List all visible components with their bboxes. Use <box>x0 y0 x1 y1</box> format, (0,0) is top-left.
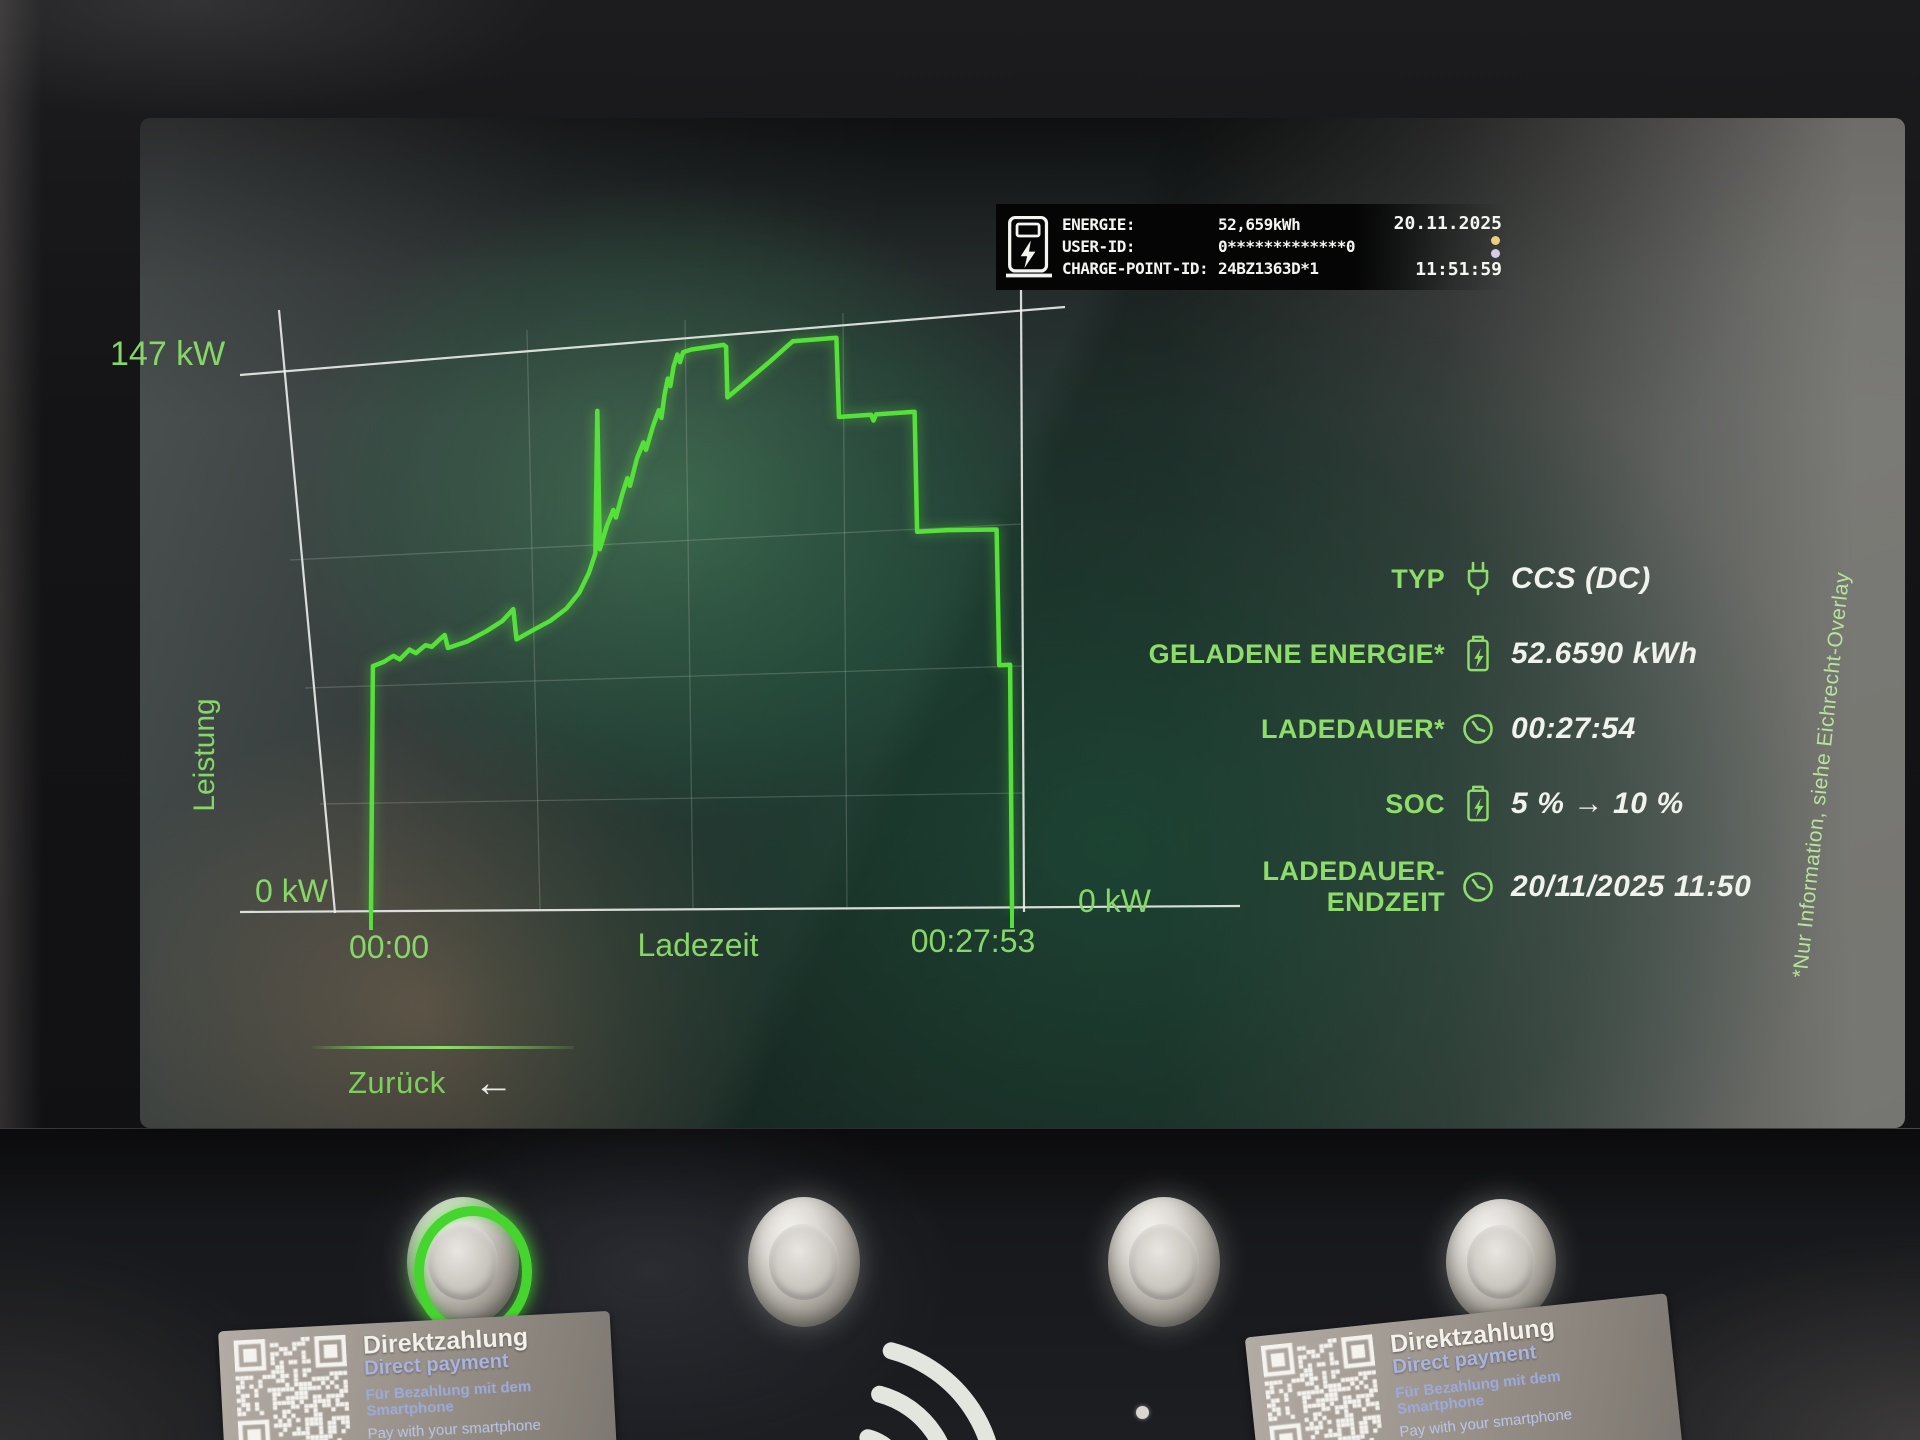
y-min-label: 0 kW <box>255 873 329 909</box>
y-axis-line <box>277 309 337 914</box>
charger-hardware-panel: https://payment.ionity.eu Direktzahlung … <box>0 1128 1920 1440</box>
payment-sticker-left: https://payment.ionity.eu Direktzahlung … <box>218 1310 618 1440</box>
info-row-energie: GELADENE ENERGIE* 52.6590 kWh <box>1145 631 1775 677</box>
button-face <box>1466 1225 1536 1299</box>
sticker-body-en: Pay with your smartphone <box>367 1416 542 1440</box>
sticker-text: Direktzahlung Direct payment Für Bezahlu… <box>362 1323 569 1440</box>
info-row-endzeit: LADEDAUER-ENDZEIT 20/11/2025 11:50 <box>1145 856 1775 917</box>
sticker-text: Direktzahlung Direct payment Für Bezahlu… <box>1389 1312 1603 1440</box>
badge-value: 52,659kWh <box>1218 215 1301 234</box>
arrow-left-icon: ← <box>473 1061 514 1105</box>
info-label: LADEDAUER* <box>1260 713 1445 744</box>
divider <box>312 1046 574 1049</box>
power-curve <box>368 335 1015 915</box>
x-start-label: 00:00 <box>349 929 429 965</box>
info-value: 5 % → 10 % <box>1511 787 1684 820</box>
info-label: LADEDAUER-ENDZEIT <box>1262 856 1445 917</box>
badge-date-time: 20.11.2025 11:51:59 <box>1394 214 1508 280</box>
qr-block: https://payment.ionity.eu <box>1258 1334 1390 1440</box>
badge-value: 0*************0 <box>1218 237 1356 256</box>
physical-button-2[interactable] <box>748 1197 860 1327</box>
status-dot-yellow <box>1491 236 1500 245</box>
physical-button-1[interactable] <box>407 1197 533 1338</box>
power-chart: 147 kW Leistung 0 kW 00:00 Ladezeit 00:2… <box>110 289 1241 965</box>
y-max-label: 147 kW <box>110 335 225 373</box>
battery-charging-icon <box>1467 785 1489 822</box>
info-label: GELADENE ENERGIE* <box>1148 638 1445 669</box>
status-dot-white <box>1491 249 1500 258</box>
info-row-typ: TYP CCS (DC) <box>1145 556 1775 602</box>
button-face <box>428 1224 498 1300</box>
badge-label: ENERGIE: <box>1062 215 1136 234</box>
physical-button-3[interactable] <box>1108 1197 1220 1327</box>
plug-icon <box>1467 561 1489 596</box>
qr-block: https://payment.ionity.eu <box>231 1334 356 1440</box>
charging-station-icon <box>1006 215 1052 278</box>
info-value: 20/11/2025 11:50 <box>1511 870 1752 903</box>
battery-charging-icon <box>1467 635 1489 672</box>
eichrecht-footnote: *Nur Information, siehe Eichrecht-Overla… <box>1788 570 1855 980</box>
badge-label: CHARGE-POINT-ID: <box>1062 259 1209 278</box>
right-axis-line <box>1019 289 1026 913</box>
badge-label: USER-ID: <box>1062 237 1136 256</box>
info-value: 00:27:54 <box>1511 712 1636 745</box>
sticker-body-de: Für Bezahlung mit dem Smartphone <box>365 1378 532 1420</box>
session-badge: ENERGIE: 52,659kWh USER-ID: 0***********… <box>996 204 1508 290</box>
session-info-panel: TYP CCS (DC) GELADENE ENERGIE* 52.6590 k… <box>1145 556 1775 917</box>
back-button[interactable]: Zurück ← <box>312 1061 574 1105</box>
info-value: CCS (DC) <box>1511 562 1651 595</box>
back-button-label: Zurück <box>348 1065 446 1100</box>
info-row-ladedauer: LADEDAUER* 00:27:54 <box>1145 706 1775 752</box>
y-axis-title: Leistung <box>188 698 221 811</box>
info-label: SOC <box>1385 788 1445 819</box>
clock-icon <box>1463 714 1493 744</box>
info-row-soc: SOC 5 % → 10 % <box>1145 781 1775 827</box>
payment-sticker-right: https://payment.ionity.eu Direktzahlung … <box>1244 1293 1684 1440</box>
contactless-icon <box>859 1342 997 1440</box>
qr-code <box>233 1334 352 1440</box>
charger-touchscreen: ENERGIE: 52,659kWh USER-ID: 0***********… <box>110 118 1905 1128</box>
qr-code <box>1260 1334 1384 1440</box>
clock-icon <box>1463 872 1493 902</box>
screw-dot <box>1136 1406 1149 1419</box>
x-end-label: 00:27:53 <box>911 923 1036 959</box>
physical-button-4[interactable] <box>1446 1199 1556 1325</box>
time-text: 11:51:59 <box>1415 259 1502 280</box>
button-face <box>1129 1224 1199 1300</box>
button-face <box>769 1224 839 1300</box>
back-button-area: Zurück ← <box>312 1046 574 1105</box>
info-label: TYP <box>1391 563 1445 594</box>
badge-value: 24BZ1363D*1 <box>1218 259 1319 278</box>
max-power-line <box>239 305 1066 377</box>
y-right-label: 0 kW <box>1078 883 1152 919</box>
date-text: 20.11.2025 <box>1393 213 1502 234</box>
x-axis-line <box>239 904 1241 914</box>
session-badge-rows: ENERGIE: 52,659kWh USER-ID: 0***********… <box>1062 214 1356 280</box>
info-value: 52.6590 kWh <box>1511 637 1698 670</box>
x-axis-title: Ladezeit <box>638 927 759 963</box>
